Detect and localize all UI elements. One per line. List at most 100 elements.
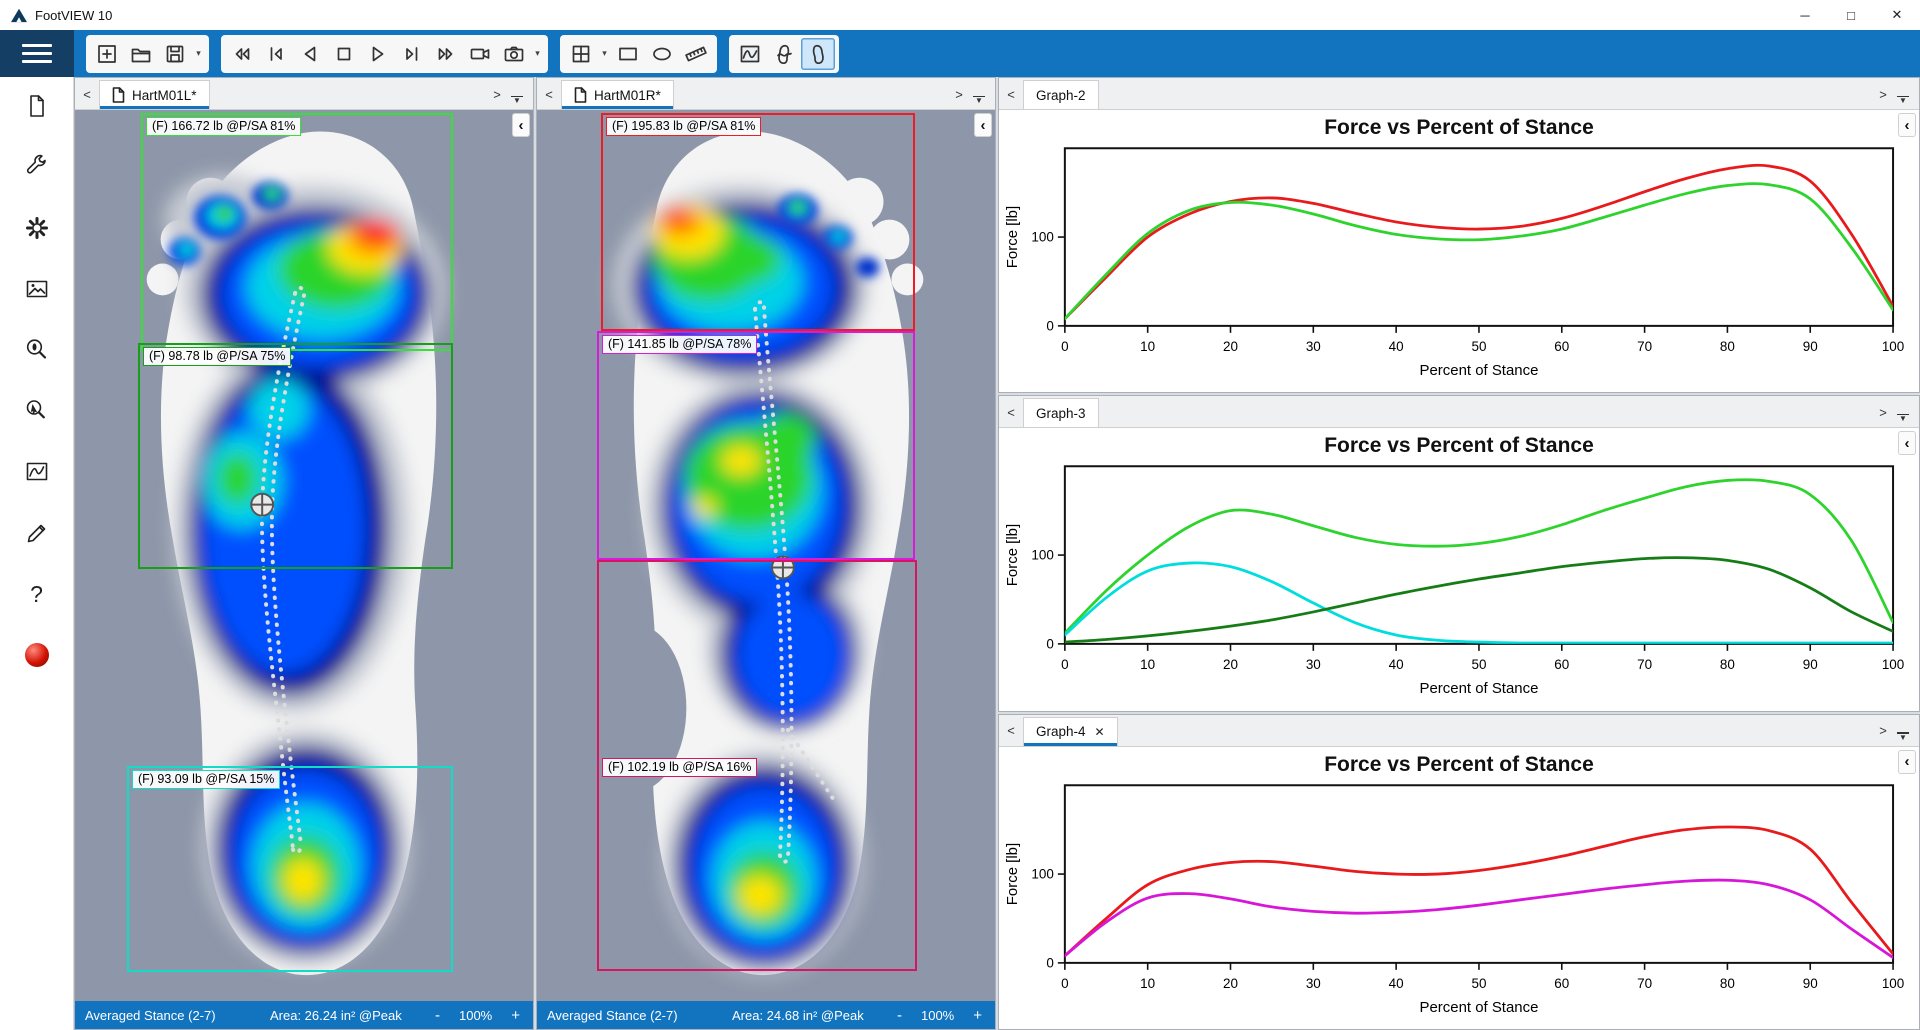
open-file-button[interactable]	[124, 38, 158, 70]
save-file-button[interactable]	[158, 38, 192, 70]
play-reverse-button[interactable]	[293, 38, 327, 70]
tab-graph-2[interactable]: Graph-2	[1023, 80, 1099, 109]
view-toolbar-group	[729, 35, 839, 73]
svg-text:60: 60	[1554, 975, 1569, 990]
region-midfoot[interactable]: (F) 141.85 lb @P/SA 78%	[597, 331, 915, 560]
sidebar-item-document[interactable]	[20, 91, 54, 121]
step-back-icon	[265, 43, 287, 65]
fast-forward-button[interactable]	[429, 38, 463, 70]
left-foot-pressure-view[interactable]: ‹	[75, 110, 533, 1001]
record-video-button[interactable]	[463, 38, 497, 70]
tab-prev-button[interactable]: <	[77, 81, 97, 107]
collapse-panel-button[interactable]: ‹	[512, 113, 530, 137]
tab-prev-button[interactable]: <	[1001, 718, 1021, 744]
zoom-out-button[interactable]: -	[432, 1007, 443, 1024]
foot-right-view-button[interactable]	[801, 38, 835, 70]
sidebar-item-image[interactable]	[20, 274, 54, 304]
rectangle-tool-button[interactable]	[611, 38, 645, 70]
tab-graph-3[interactable]: Graph-3	[1023, 398, 1099, 427]
tab-next-button[interactable]: >	[1873, 399, 1893, 425]
tab-prev-button[interactable]: <	[1001, 399, 1021, 425]
sidebar-item-annotate[interactable]	[20, 518, 54, 548]
region-label: (F) 141.85 lb @P/SA 78%	[602, 335, 757, 354]
region-forefoot[interactable]: (F) 166.72 lb @P/SA 81%	[141, 113, 453, 351]
tab-prev-button[interactable]: <	[1001, 81, 1021, 107]
tab-list-menu-button[interactable]: ▼	[509, 96, 525, 104]
tab-close-button[interactable]: ✕	[1095, 725, 1105, 739]
sidebar-item-zoom-analysis[interactable]	[20, 335, 54, 365]
image-icon	[24, 276, 50, 302]
svg-text:90: 90	[1803, 657, 1818, 672]
ruler-icon	[685, 43, 707, 65]
rewind-button[interactable]	[225, 38, 259, 70]
svg-text:90: 90	[1803, 339, 1818, 354]
right-foot-pressure-view[interactable]: ‹	[537, 110, 995, 1001]
sidebar-item-settings[interactable]	[20, 213, 54, 243]
ruler-tool-button[interactable]	[679, 38, 713, 70]
tab-hartm01l[interactable]: HartM01L*	[99, 80, 210, 109]
add-view-button[interactable]	[90, 38, 124, 70]
collapse-panel-button[interactable]: ‹	[1898, 431, 1916, 455]
document-icon	[112, 87, 125, 103]
tab-prev-button[interactable]: <	[539, 81, 559, 107]
collapse-panel-button[interactable]: ‹	[1898, 113, 1916, 137]
left-foot-panel: < HartM01L* > ▼ ‹	[74, 77, 534, 1030]
ellipse-tool-button[interactable]	[645, 38, 679, 70]
grid-options-caret[interactable]: ▾	[598, 48, 611, 59]
region-label: (F) 195.83 lb @P/SA 81%	[606, 117, 761, 136]
collapse-panel-button[interactable]: ‹	[974, 113, 992, 137]
tab-list-menu-button[interactable]: ▼	[1895, 732, 1911, 740]
tab-list-menu-button[interactable]: ▼	[971, 96, 987, 104]
svg-text:50: 50	[1471, 339, 1486, 354]
svg-text:Percent of Stance: Percent of Stance	[1420, 362, 1539, 379]
collapse-panel-button[interactable]: ‹	[1898, 750, 1916, 774]
svg-text:0: 0	[1061, 657, 1069, 672]
sidebar-item-chart[interactable]	[20, 457, 54, 487]
play-button[interactable]	[361, 38, 395, 70]
step-forward-button[interactable]	[395, 38, 429, 70]
zoom-in-button[interactable]: +	[970, 1007, 985, 1024]
zoom-out-button[interactable]: -	[894, 1007, 905, 1024]
snapshot-options-caret[interactable]: ▾	[531, 48, 544, 59]
tab-list-menu-button[interactable]: ▼	[1895, 96, 1911, 104]
region-midfoot[interactable]: (F) 98.78 lb @P/SA 75%	[138, 343, 453, 569]
save-options-caret[interactable]: ▾	[192, 48, 205, 59]
tab-label: HartM01L*	[132, 88, 197, 103]
graph-4-panel: < Graph-4 ✕ > ▼ ‹ Force vs Percent of St…	[998, 714, 1920, 1030]
stop-button[interactable]	[327, 38, 361, 70]
ellipse-icon	[651, 43, 673, 65]
sidebar-item-probe[interactable]	[20, 396, 54, 426]
step-back-button[interactable]	[259, 38, 293, 70]
region-heel[interactable]: (F) 93.09 lb @P/SA 15%	[127, 766, 453, 972]
tab-next-button[interactable]: >	[1873, 718, 1893, 744]
pressure-curve-view-button[interactable]	[733, 38, 767, 70]
photo-camera-icon	[503, 43, 525, 65]
tab-next-button[interactable]: >	[949, 81, 969, 107]
grid-layout-button[interactable]	[564, 38, 598, 70]
tab-hartm01r[interactable]: HartM01R*	[561, 80, 674, 109]
region-forefoot[interactable]: (F) 195.83 lb @P/SA 81%	[601, 113, 915, 331]
maximize-button[interactable]: □	[1828, 0, 1874, 30]
svg-text:100: 100	[1031, 866, 1053, 881]
rewind-icon	[231, 43, 253, 65]
zoom-in-button[interactable]: +	[508, 1007, 523, 1024]
minimize-button[interactable]: ─	[1782, 0, 1828, 30]
snapshot-button[interactable]	[497, 38, 531, 70]
sidebar-item-help[interactable]: ?	[20, 579, 54, 609]
close-button[interactable]: ✕	[1874, 0, 1920, 30]
tab-next-button[interactable]: >	[487, 81, 507, 107]
foot-left-view-button[interactable]	[767, 38, 801, 70]
hamburger-menu-button[interactable]	[0, 30, 74, 77]
force-stance-chart: 01020304050607080901000100Percent of Sta…	[999, 777, 1919, 1029]
sidebar-item-tools[interactable]	[20, 152, 54, 182]
tab-graph-4[interactable]: Graph-4 ✕	[1023, 717, 1118, 746]
tab-next-button[interactable]: >	[1873, 81, 1893, 107]
area-label: Area: 24.68 in² @Peak	[732, 1008, 894, 1023]
file-toolbar-group: ▾	[86, 35, 209, 73]
left-foot-statusbar: Averaged Stance (2-7) Area: 26.24 in² @P…	[75, 1001, 533, 1029]
region-heel[interactable]: (F) 102.19 lb @P/SA 16%	[597, 560, 917, 971]
sidebar-item-record[interactable]	[20, 640, 54, 670]
svg-text:70: 70	[1637, 339, 1652, 354]
tab-list-menu-button[interactable]: ▼	[1895, 414, 1911, 422]
document-icon	[574, 87, 587, 103]
